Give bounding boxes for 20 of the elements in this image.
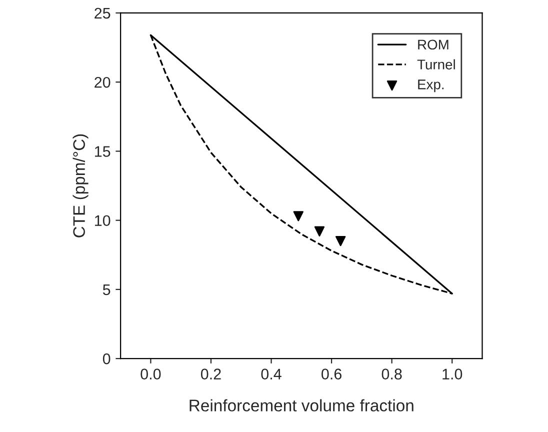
y-axis-title: CTE (ppm/°C) <box>72 134 88 238</box>
legend-label: Exp. <box>418 80 444 92</box>
legend-label: Turnel <box>417 59 455 70</box>
y-tick-label: 5 <box>102 284 110 296</box>
x-tick-label: 1.0 <box>442 368 462 380</box>
x-tick-label: 0.8 <box>382 368 402 380</box>
x-tick-label: 0.0 <box>140 368 161 380</box>
x-tick-label: 0.2 <box>200 368 221 380</box>
point <box>335 236 346 246</box>
x-axis-title: Reinforcement volume fraction <box>190 399 414 412</box>
x-tick-label: 0.6 <box>322 368 342 380</box>
y-tick-label: 25 <box>94 8 110 19</box>
x-tick-label: 0.4 <box>261 368 282 380</box>
point <box>314 226 325 236</box>
y-tick-label: 20 <box>94 76 110 88</box>
y-tick-label: 15 <box>95 146 110 157</box>
point <box>293 211 304 222</box>
legend-label: ROM <box>418 40 448 50</box>
y-tick-label: 0 <box>102 353 110 364</box>
y-tick-label: 10 <box>95 215 110 226</box>
